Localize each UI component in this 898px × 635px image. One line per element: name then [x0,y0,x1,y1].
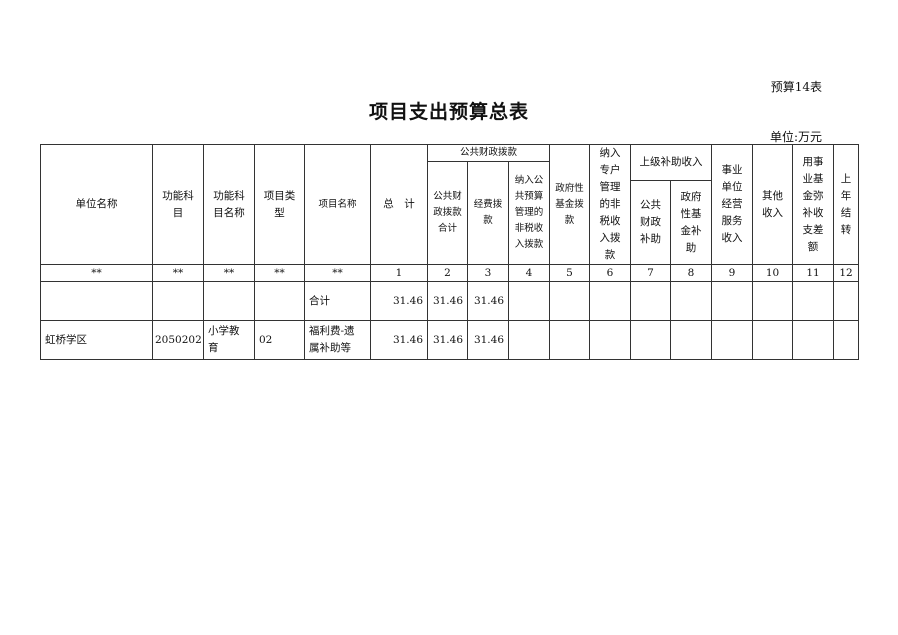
header-govfund: 政府性 基金拨 款 [549,144,590,265]
index-row: ** ** ** ** ** 1 2 3 4 5 6 7 8 9 10 11 1… [40,264,859,282]
table-row: 虹桥学区 2050202 小学教 育 02 福利费-遗 属补助等 31.46 3… [40,320,859,360]
cell-empty [508,320,550,360]
index-cell: 7 [630,264,671,282]
cell-unit [40,281,153,321]
header-reserve: 用事 业基 金弥 补收 支差 额 [792,144,834,265]
header-special: 纳入 专户 管理 的非 税收 入拨 款 [589,144,631,265]
header-public-group: 公共财政拨款 [427,144,550,162]
index-cell: 2 [427,264,468,282]
header-funding: 经费拨 款 [467,161,509,265]
header-row: 单位名称 功能科 目 功能科 目名称 项目类 型 项目名称 总 计 公共财政拨款… [40,144,859,265]
header-row: 公共 财政 补助 政府 性基 金补 助 [41,180,859,265]
header-proj-type: 项目类 型 [254,144,305,265]
cell-func-name [203,281,255,321]
table-number: 预算14表 [770,80,822,94]
header-proj-name: 项目名称 [304,144,371,265]
index-cell: ** [152,264,204,282]
index-cell: ** [304,264,371,282]
cell-empty [589,320,631,360]
header-upper-group: 上级补助收入 [630,144,712,181]
index-cell: 1 [370,264,428,282]
page-title: 项目支出预算总表 [368,101,529,123]
header-public-total: 公共财 政拨款 合计 [427,161,468,265]
cell-func-code: 2050202 [152,320,204,360]
cell-proj-type: 02 [254,320,305,360]
header-upper-public: 公共 财政 补助 [630,180,671,265]
cell-public-total: 31.46 [427,320,468,360]
header-total: 总 计 [370,144,428,265]
cell-func-code [152,281,204,321]
index-cell: ** [254,264,305,282]
cell-empty [670,320,712,360]
index-cell: 11 [792,264,834,282]
cell-empty [833,320,859,360]
table-row-total: 合计 31.46 31.46 31.46 [40,281,859,321]
cell-empty [630,281,671,321]
index-cell: 10 [752,264,793,282]
index-cell: 3 [467,264,509,282]
cell-unit: 虹桥学区 [40,320,153,360]
cell-proj-name: 合计 [304,281,371,321]
header-func-code: 功能科 目 [152,144,204,265]
cell-proj-type [254,281,305,321]
index-cell: 8 [670,264,712,282]
header-upper-govfund: 政府 性基 金补 助 [670,180,712,265]
cell-empty [630,320,671,360]
cell-empty [752,320,793,360]
index-cell: 4 [508,264,550,282]
cell-empty [711,320,753,360]
header-nontax: 纳入公 共预算 管理的 非税收 入拨款 [508,161,550,265]
index-cell: ** [203,264,255,282]
cell-empty [549,320,590,360]
cell-func-name: 小学教 育 [203,320,255,360]
header-unit-name: 单位名称 [40,144,153,265]
cell-empty [589,281,631,321]
cell-empty [508,281,550,321]
budget-table: 单位名称 功能科 目 功能科 目名称 项目类 型 项目名称 总 计 公共财政拨款… [40,144,859,360]
cell-empty [833,281,859,321]
cell-public-total: 31.46 [427,281,468,321]
header-other: 其他 收入 [752,144,793,265]
header-business: 事业 单位 经营 服务 收入 [711,144,753,265]
cell-empty [792,320,834,360]
cell-total: 31.46 [370,320,428,360]
index-cell: 12 [833,264,859,282]
cell-total: 31.46 [370,281,428,321]
cell-empty [792,281,834,321]
cell-funding: 31.46 [467,281,509,321]
header-func-name: 功能科 目名称 [203,144,255,265]
index-cell: 5 [549,264,590,282]
unit-label: 单位:万元 [769,130,822,144]
header-carryover: 上 年 结 转 [833,144,859,265]
cell-proj-name: 福利费-遗 属补助等 [304,320,371,360]
cell-empty [752,281,793,321]
cell-funding: 31.46 [467,320,509,360]
cell-empty [711,281,753,321]
index-cell: 9 [711,264,753,282]
cell-empty [549,281,590,321]
cell-empty [670,281,712,321]
index-cell: ** [40,264,153,282]
index-cell: 6 [589,264,631,282]
